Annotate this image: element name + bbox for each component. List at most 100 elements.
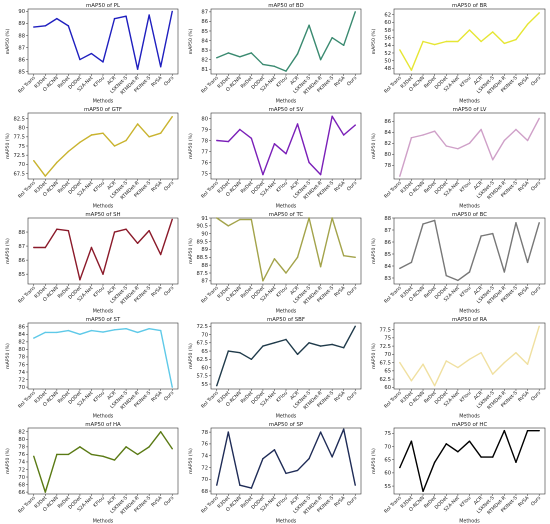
- y-tick-label: 77.5: [379, 327, 391, 333]
- data-point: [457, 279, 459, 282]
- data-point: [262, 63, 264, 66]
- y-axis-label: mAP50 (%): [5, 133, 11, 159]
- data-point: [44, 491, 47, 493]
- x-tick-label: RVSA: [517, 285, 531, 299]
- y-tick-label: 82: [18, 340, 25, 346]
- data-point: [216, 217, 218, 219]
- y-tick-label: 75: [384, 431, 391, 437]
- y-tick-label: 65: [201, 349, 208, 355]
- y-tick-label: 65: [384, 369, 391, 375]
- y-tick-label: 79: [201, 127, 208, 133]
- y-tick-label: 76: [201, 160, 208, 166]
- data-point: [503, 139, 506, 142]
- data-point: [56, 161, 58, 164]
- y-tick-label: 55: [201, 382, 208, 388]
- y-axis-label: mAP50 (%): [5, 28, 11, 54]
- x-axis-label: Methods: [459, 99, 480, 105]
- data-point: [433, 219, 436, 222]
- y-tick-label: 84: [18, 332, 25, 338]
- data-point: [399, 175, 401, 177]
- x-tick-label: Ours: [163, 495, 176, 508]
- data-point: [159, 66, 162, 68]
- data-point: [148, 229, 150, 232]
- x-tick-label: RVSA: [333, 180, 347, 194]
- data-point: [503, 429, 506, 432]
- x-tick-label: KFIou: [275, 495, 289, 509]
- x-tick-label: Ours: [346, 495, 359, 508]
- y-tick-label: 85: [18, 272, 25, 278]
- data-point: [90, 52, 93, 55]
- x-tick-label: Ours: [346, 390, 359, 403]
- plot-area: [27, 427, 179, 495]
- x-tick-label: RoI Trans: [17, 75, 37, 95]
- plot-area: [393, 322, 546, 390]
- data-point: [319, 173, 322, 176]
- y-tick-label: 87: [201, 10, 208, 16]
- data-point: [102, 455, 104, 457]
- data-point: [216, 57, 218, 59]
- y-tick-label: 85: [18, 69, 25, 75]
- data-point: [239, 484, 241, 486]
- x-axis-label: Methods: [276, 99, 297, 105]
- data-point: [492, 373, 494, 375]
- data-point: [148, 327, 150, 330]
- y-axis-label: mAP50 (%): [188, 133, 194, 159]
- x-axis-label: Methods: [459, 519, 480, 524]
- chart-title: mAP50 of SP: [269, 422, 304, 428]
- y-axis-label: mAP50 (%): [371, 28, 377, 54]
- chart-panel: mAP50 of LV 78 80 82 84 86 mAP50 (%) RoI Trans R…: [371, 107, 546, 210]
- x-axis-label: Methods: [459, 414, 480, 420]
- data-point: [102, 132, 104, 134]
- data-point: [410, 261, 413, 264]
- x-tick-label: RoI Trans: [200, 285, 220, 305]
- data-point: [410, 440, 413, 442]
- x-tick-label: RVSA: [150, 285, 164, 299]
- x-axis-label: Methods: [459, 204, 480, 210]
- data-point: [433, 130, 436, 132]
- x-axis-label: Methods: [276, 204, 297, 210]
- y-tick-label: 74: [201, 453, 208, 459]
- y-tick-label: 82: [18, 430, 25, 436]
- y-tick-label: 89.5: [196, 239, 208, 245]
- x-tick-label: ACR: [106, 285, 118, 297]
- x-tick-label: RoI Trans: [200, 495, 220, 515]
- chart-title: mAP50 of PL: [86, 3, 120, 9]
- data-point: [319, 58, 322, 61]
- y-tick-label: 83: [384, 276, 391, 282]
- data-point: [125, 327, 127, 330]
- y-tick-label: 60: [201, 365, 208, 371]
- data-point: [331, 115, 333, 117]
- y-tick-label: 87: [384, 228, 391, 234]
- y-tick-label: 50: [384, 58, 391, 64]
- y-tick-label: 62.5: [379, 377, 391, 383]
- data-point: [480, 128, 482, 131]
- y-tick-label: 85: [201, 29, 208, 35]
- data-point: [538, 325, 540, 327]
- data-point: [67, 150, 70, 153]
- data-point: [33, 246, 35, 249]
- plot-area: [210, 427, 362, 495]
- x-tick-label: KFIou: [275, 390, 289, 404]
- x-axis-label: Methods: [93, 99, 114, 105]
- data-point: [285, 472, 287, 475]
- x-tick-label: Ours: [163, 285, 176, 298]
- data-point: [90, 134, 93, 136]
- x-axis-label: Methods: [93, 519, 114, 524]
- x-axis-label: Methods: [276, 309, 297, 315]
- data-point: [239, 218, 241, 221]
- chart-panel: mAP50 of SV 75 76 77 78 79 80 mAP50 (%) RoI Tran…: [188, 107, 362, 210]
- y-tick-label: 90.5: [196, 224, 208, 230]
- y-axis-label: mAP50 (%): [371, 238, 377, 264]
- data-point: [457, 40, 459, 43]
- x-tick-label: KFIou: [459, 285, 473, 299]
- y-tick-label: 72: [18, 377, 25, 383]
- x-tick-label: RVSA: [150, 390, 164, 404]
- data-point: [67, 329, 70, 332]
- y-tick-label: 75: [384, 336, 391, 342]
- x-tick-label: KFIou: [275, 75, 289, 89]
- y-tick-label: 66: [18, 490, 25, 496]
- y-tick-label: 85: [384, 252, 391, 258]
